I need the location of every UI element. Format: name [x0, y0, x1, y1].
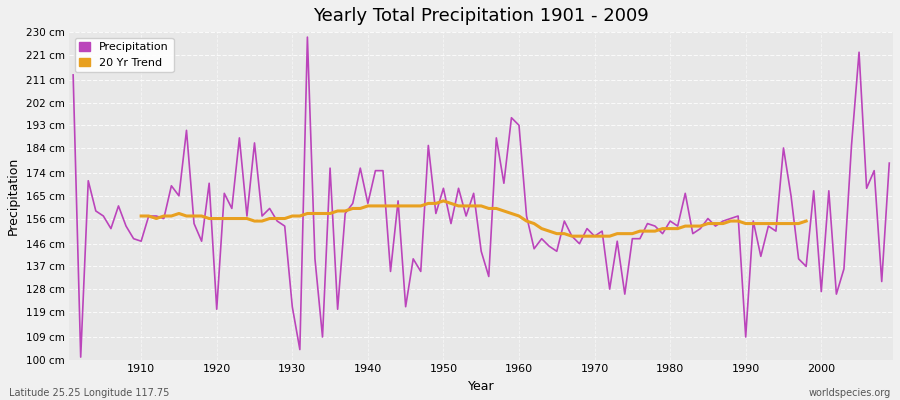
Text: worldspecies.org: worldspecies.org	[809, 388, 891, 398]
Y-axis label: Precipitation: Precipitation	[7, 157, 20, 235]
X-axis label: Year: Year	[468, 380, 494, 393]
Title: Yearly Total Precipitation 1901 - 2009: Yearly Total Precipitation 1901 - 2009	[313, 7, 649, 25]
Legend: Precipitation, 20 Yr Trend: Precipitation, 20 Yr Trend	[75, 38, 174, 72]
Text: Latitude 25.25 Longitude 117.75: Latitude 25.25 Longitude 117.75	[9, 388, 169, 398]
